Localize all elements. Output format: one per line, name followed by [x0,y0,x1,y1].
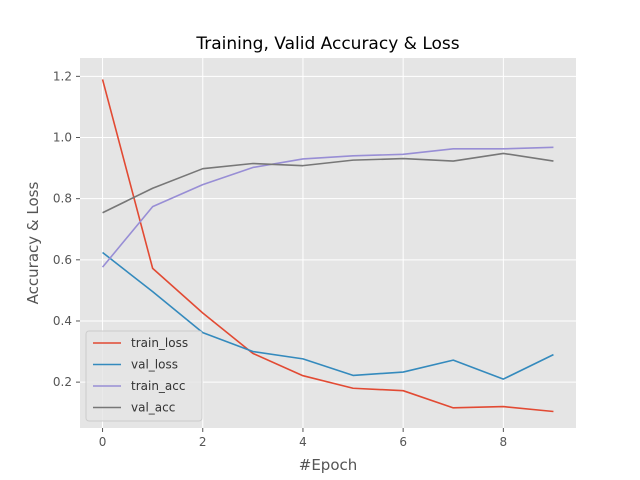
x-tick-label: 0 [99,435,107,449]
x-tick-label: 8 [500,435,508,449]
x-tick-label: 6 [399,435,407,449]
legend-label: train_acc [131,379,185,393]
series-lines [101,79,554,413]
series-line-train-loss [101,79,554,413]
series-line-val-acc [102,152,554,214]
y-tick-label: 0.2 [53,375,72,389]
y-axis-label: Accuracy & Loss [24,182,42,305]
legend: train_loss val_loss train_acc val_acc [85,330,203,422]
legend-label: val_loss [131,358,178,372]
x-tick-label: 2 [199,435,207,449]
series-line-val-loss [102,251,554,380]
legend-box [85,330,203,422]
x-tick-label: 4 [299,435,307,449]
y-tick-label: 0.4 [53,314,72,328]
x-axis-label: #Epoch [299,456,358,474]
legend-label: train_loss [131,336,188,350]
chart-title: Training, Valid Accuracy & Loss [195,34,459,54]
ticks: 0 2 4 6 8 0.2 0.4 0.6 0.8 1.0 1.2 [53,69,507,449]
y-tick-label: 0.8 [53,192,72,206]
y-tick-label: 1.0 [53,131,72,145]
grid [80,58,576,428]
y-tick-label: 0.6 [53,253,72,267]
y-tick-label: 1.2 [53,69,72,83]
series-line-train-acc [101,146,554,268]
legend-label: val_acc [131,401,175,415]
